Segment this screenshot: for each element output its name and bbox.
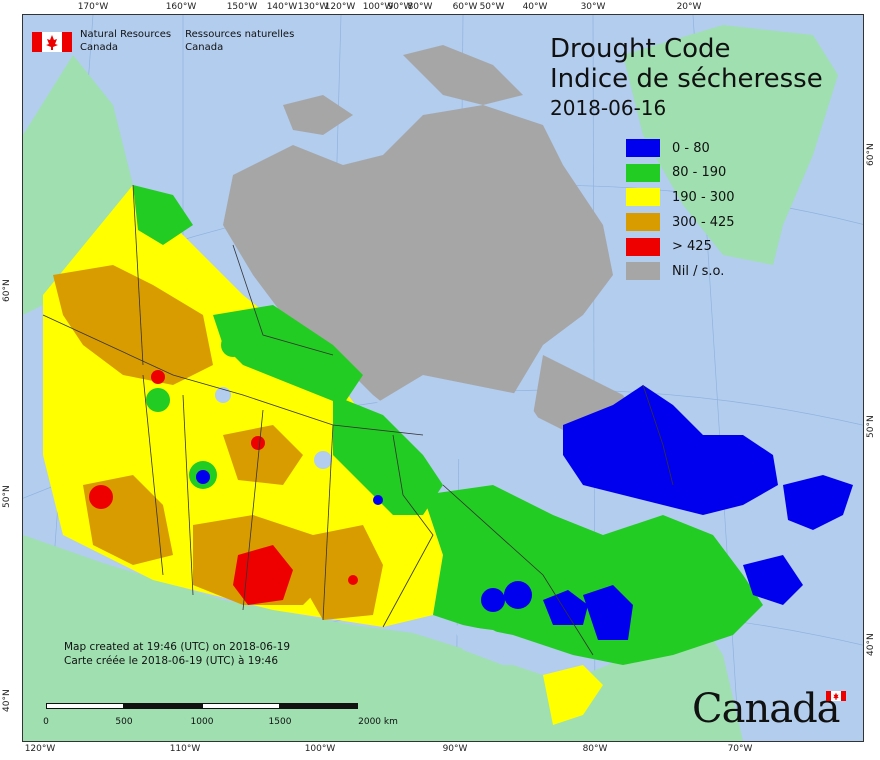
- legend-item: 80 - 190: [626, 161, 735, 186]
- greenland-land: [623, 25, 838, 265]
- note-french: Carte créée le 2018-06-19 (UTC) à 19:46: [64, 655, 279, 667]
- lakes: [215, 387, 543, 665]
- map-title: Drought Code Indice de sécheresse 2018-0…: [550, 34, 823, 122]
- title-english: Drought Code: [550, 34, 731, 64]
- note-english: Map created at 19:46 (UTC) on 2018-06-19: [64, 641, 291, 653]
- tick-top-90w: 90°W: [387, 2, 413, 12]
- green-zones: [133, 185, 763, 665]
- legend-swatch: [626, 188, 660, 207]
- canada-wordmark: Canada: [692, 686, 841, 732]
- legend-item: 300 - 425: [626, 210, 735, 235]
- tick-bottom-110w: 110°W: [169, 744, 201, 754]
- legend-label: 80 - 190: [672, 165, 727, 181]
- south-ontario-yellow: [543, 665, 603, 725]
- scale-bar: 0 500 1000 1500 2000 km: [43, 703, 398, 727]
- scale-label: 1000: [190, 717, 214, 727]
- tick-top-80w: 80°W: [407, 2, 433, 12]
- tick-left-50n: 50°N: [2, 485, 12, 508]
- tick-bottom-100w: 100°W: [304, 744, 336, 754]
- legend-item: 0 - 80: [626, 136, 735, 161]
- legend-swatch: [626, 213, 660, 232]
- org-fr-line1: Ressources naturelles: [185, 29, 295, 40]
- scale-label: 0: [43, 717, 49, 727]
- tick-top-130w: 130°W: [297, 2, 329, 12]
- tick-left-60n: 60°N: [2, 279, 12, 302]
- title-french: Indice de sécheresse: [550, 64, 823, 94]
- tick-bottom-120w: 120°W: [24, 744, 56, 754]
- hudson-bay: [373, 375, 543, 465]
- legend-label: 0 - 80: [672, 140, 710, 156]
- tick-top-140w: 140°W: [266, 2, 298, 12]
- legend-swatch: [626, 163, 660, 182]
- drought-map-graphic: [23, 15, 863, 741]
- org-en-line1: Natural Resources: [80, 29, 172, 40]
- scale-segment: [280, 703, 358, 709]
- tick-left-40n: 40°N: [2, 689, 12, 712]
- scale-segment: [124, 703, 202, 709]
- tick-top-120w: 120°W: [324, 2, 356, 12]
- map-notes: Map created at 19:46 (UTC) on 2018-06-19…: [64, 640, 290, 668]
- legend-item: Nil / s.o.: [626, 259, 735, 284]
- legend-swatch: [626, 237, 660, 256]
- tick-top-160w: 160°W: [165, 2, 197, 12]
- legend-item: > 425: [626, 234, 735, 259]
- tick-top-50w: 50°W: [479, 2, 505, 12]
- tick-top-150w: 150°W: [226, 2, 258, 12]
- tick-top-20w: 20°W: [676, 2, 702, 12]
- scale-segment: [46, 703, 124, 709]
- nrcan-header: Natural Resources Canada Ressources natu…: [32, 28, 308, 54]
- tick-bottom-90w: 90°W: [442, 744, 468, 754]
- arctic-nil-regions: [128, 45, 643, 435]
- tick-top-30w: 30°W: [580, 2, 606, 12]
- scale-label: 1500: [268, 717, 292, 727]
- canada-flag-icon: [32, 32, 72, 52]
- scale-segment: [202, 703, 280, 709]
- blue-zones: [196, 385, 853, 640]
- org-en-line2: Canada: [80, 42, 119, 53]
- org-french: Ressources naturelles Canada: [185, 28, 294, 54]
- legend-label: 190 - 300: [672, 189, 735, 205]
- legend: 0 - 80 80 - 190 190 - 300 300 - 425 > 42…: [626, 136, 735, 284]
- org-fr-line2: Canada: [185, 42, 224, 53]
- map-canvas: [22, 14, 864, 742]
- tick-right-60n: 60°N: [866, 143, 876, 166]
- legend-label: > 425: [672, 239, 712, 255]
- legend-swatch: [626, 262, 660, 281]
- legend-swatch: [626, 139, 660, 158]
- legend-label: Nil / s.o.: [672, 263, 725, 279]
- scale-label: 500: [115, 717, 133, 727]
- tick-top-170w: 170°W: [77, 2, 109, 12]
- canada-flag-icon: [826, 691, 846, 701]
- scale-label: 2000 km: [358, 717, 398, 727]
- tick-bottom-70w: 70°W: [727, 744, 753, 754]
- alaska-land: [23, 55, 133, 315]
- legend-item: 190 - 300: [626, 185, 735, 210]
- tick-top-100w: 100°W: [362, 2, 394, 12]
- tick-top-60w: 60°W: [452, 2, 478, 12]
- title-date: 2018-06-16: [550, 96, 667, 120]
- tick-right-50n: 50°N: [866, 415, 876, 438]
- tick-right-40n: 40°N: [866, 633, 876, 656]
- legend-label: 300 - 425: [672, 214, 735, 230]
- org-english: Natural Resources Canada: [80, 28, 171, 54]
- tick-top-40w: 40°W: [522, 2, 548, 12]
- tick-bottom-80w: 80°W: [582, 744, 608, 754]
- province-borders: [42, 184, 674, 656]
